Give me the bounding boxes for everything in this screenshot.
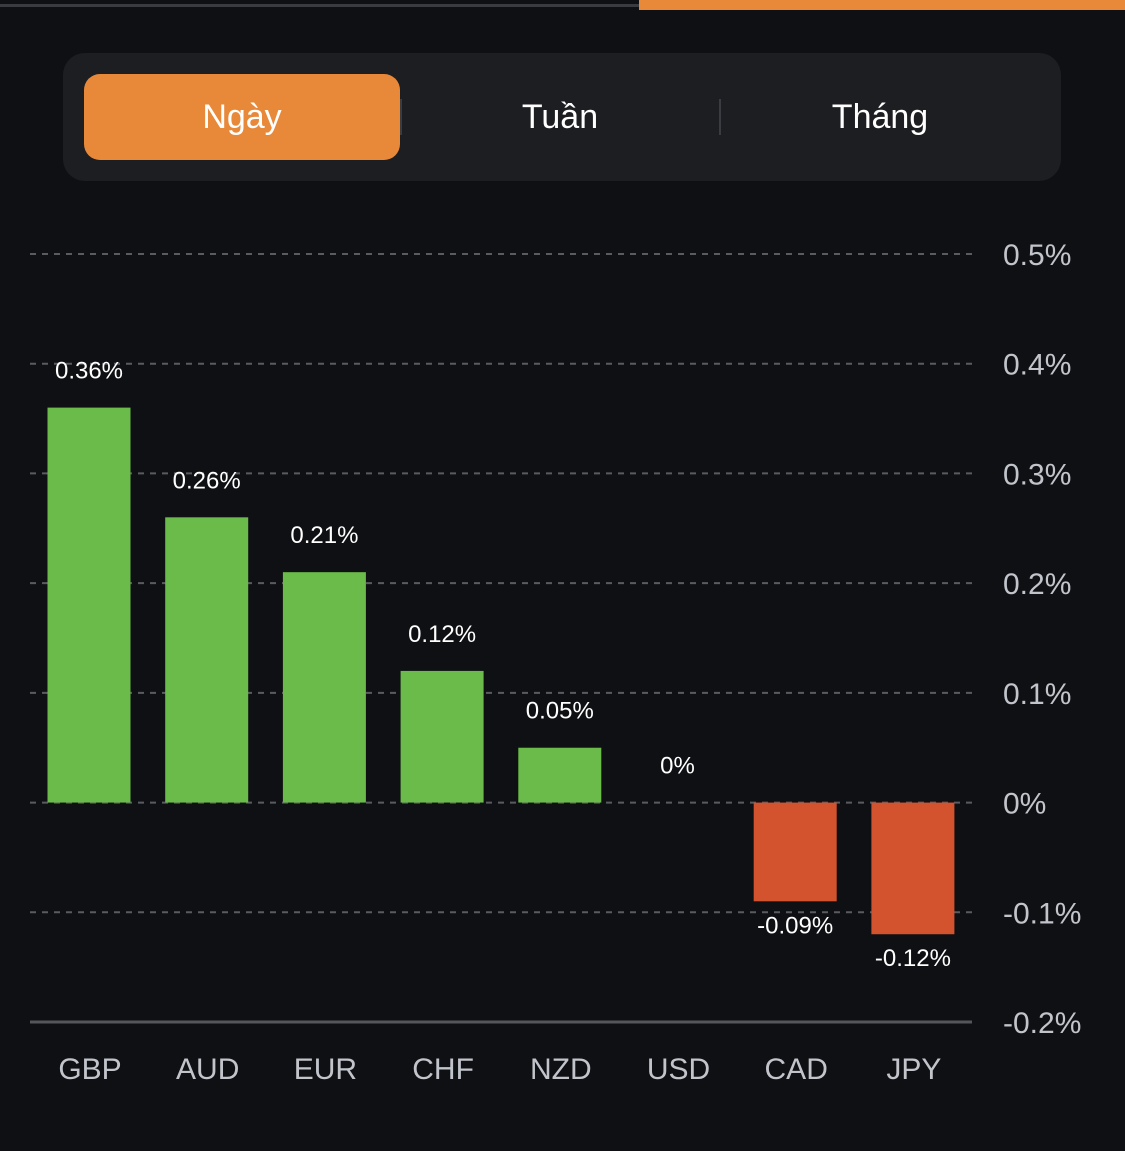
y-tick-label: 0.3%	[1003, 458, 1071, 491]
y-tick-label: 0%	[1003, 788, 1046, 821]
tab-week[interactable]: Tuần	[521, 97, 599, 136]
bar-chf	[400, 670, 484, 803]
x-tick-label: GBP	[58, 1053, 121, 1086]
y-tick-label: 0.1%	[1003, 678, 1071, 711]
y-tick-label: -0.1%	[1003, 897, 1081, 930]
top-tab-track	[0, 4, 640, 7]
x-axis-ticks: GBP AUD EUR CHF NZD USD CAD JPY	[58, 1053, 941, 1086]
x-tick-label: USD	[647, 1053, 710, 1086]
y-tick-label: 0.2%	[1003, 568, 1071, 601]
y-tick-label: 0.4%	[1003, 349, 1071, 382]
value-label: -0.09%	[757, 912, 833, 939]
segment-divider	[400, 99, 402, 135]
y-tick-label: 0.5%	[1003, 239, 1071, 272]
bar-nzd	[518, 747, 602, 803]
y-tick-label: -0.2%	[1003, 1007, 1081, 1040]
bar-jpy	[871, 802, 955, 935]
value-label: 0.12%	[408, 621, 476, 648]
bar-aud	[165, 517, 249, 803]
segment-divider	[719, 99, 721, 135]
period-segmented-control: Ngày Tuần Tháng	[63, 53, 1061, 181]
value-labels: 0.36% 0.26% 0.21% 0.12% 0.05% 0% -0.09% -0.12%	[55, 358, 951, 973]
bar-eur	[282, 572, 366, 803]
bar-gbp	[47, 407, 131, 803]
bar-cad	[753, 802, 837, 902]
value-label: 0.21%	[290, 522, 358, 549]
value-label: 0.26%	[173, 467, 241, 494]
top-tab-indicator	[639, 0, 1125, 10]
value-label: -0.12%	[875, 945, 951, 972]
tab-day[interactable]: Ngày	[84, 74, 400, 160]
value-label: 0.05%	[526, 698, 594, 725]
x-tick-label: NZD	[530, 1053, 592, 1086]
value-label: 0.36%	[55, 358, 123, 385]
x-tick-label: AUD	[176, 1053, 239, 1086]
x-tick-label: CAD	[765, 1053, 828, 1086]
x-tick-label: JPY	[886, 1053, 941, 1086]
bars	[47, 407, 955, 935]
x-tick-label: CHF	[412, 1053, 474, 1086]
value-label: 0%	[660, 753, 695, 780]
y-axis-ticks: 0.5% 0.4% 0.3% 0.2% 0.1% 0% -0.1% -0.2%	[1003, 239, 1081, 1040]
x-tick-label: EUR	[294, 1053, 357, 1086]
tab-month[interactable]: Tháng	[831, 97, 929, 136]
